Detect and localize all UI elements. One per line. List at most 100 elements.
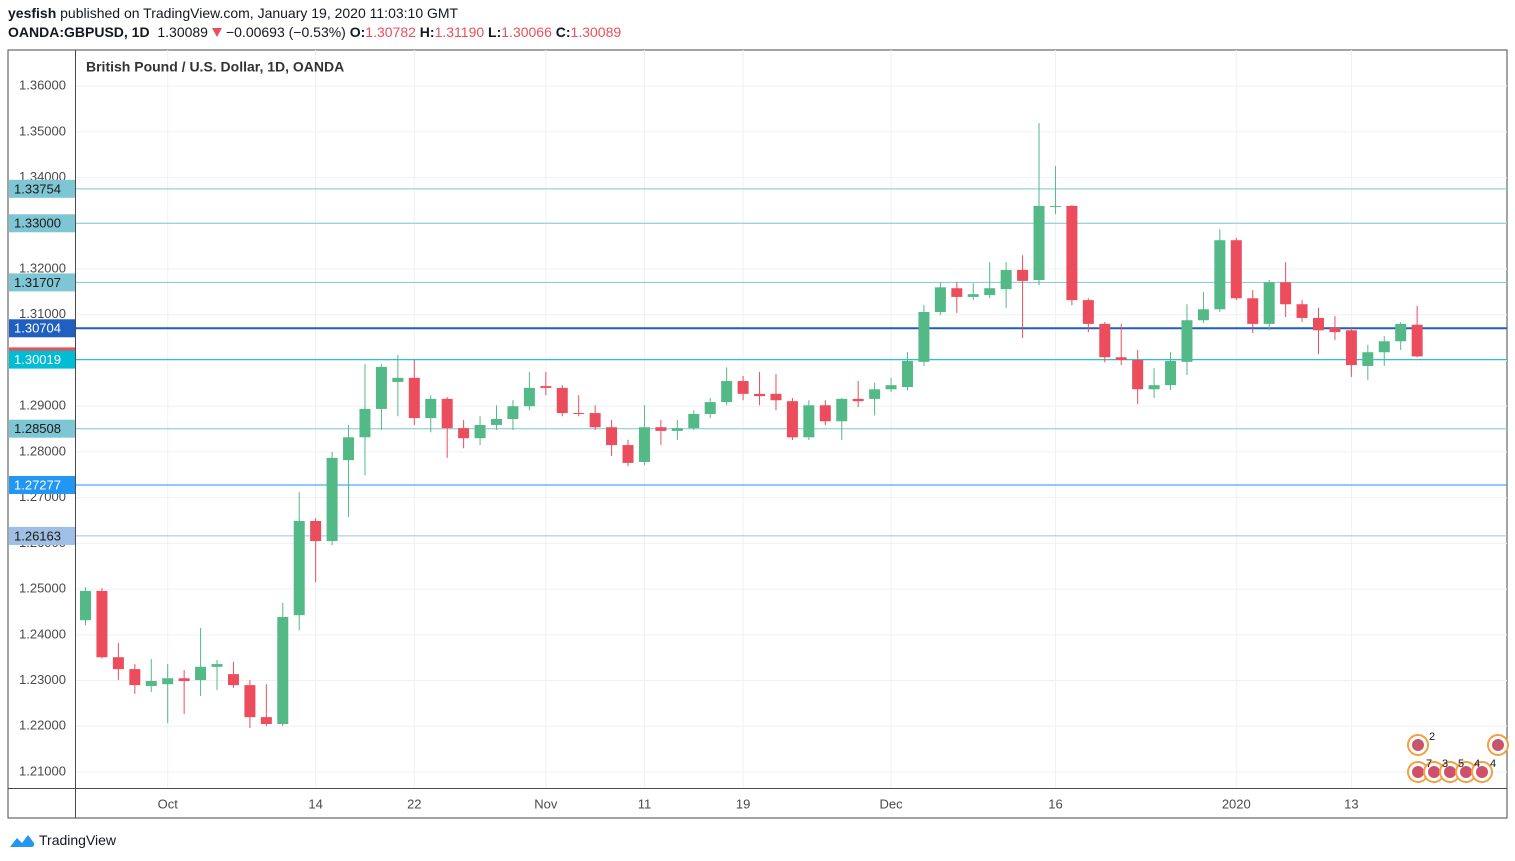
level-label: 1.26163	[14, 528, 61, 543]
event-count: 3	[1442, 758, 1448, 770]
candle-body	[441, 398, 453, 429]
x-tick-label: Nov	[534, 796, 558, 811]
y-tick-label: 1.25000	[19, 581, 66, 596]
published: published on TradingView.com, January 19…	[60, 5, 459, 21]
y-tick-label: 1.24000	[19, 626, 66, 641]
candle-body	[737, 381, 749, 394]
ohlc-value: 1.31190	[434, 24, 485, 40]
ohlc-key: O:	[349, 24, 366, 40]
candle-body	[836, 398, 848, 422]
chart-title: British Pound / U.S. Dollar, 1D, OANDA	[86, 59, 344, 75]
y-tick-label: 1.28000	[19, 443, 66, 458]
candle-body	[1132, 360, 1144, 390]
candle-body	[556, 387, 568, 414]
x-tick-label: 16	[1048, 796, 1062, 811]
candle-body	[408, 377, 420, 419]
level-label-box	[9, 319, 75, 338]
x-tick-label: Dec	[879, 796, 903, 811]
events: 27 3 5 4 4	[1407, 731, 1509, 783]
candle-body	[1230, 240, 1242, 299]
candle-body	[1313, 317, 1324, 331]
candle-body	[786, 401, 798, 438]
candle-body	[145, 681, 157, 687]
candle-body	[1148, 385, 1160, 390]
candle-body	[573, 413, 585, 415]
labels: 1.360001.350001.340001.330001.320001.310…	[9, 78, 1359, 811]
y-tick-label: 1.36000	[19, 78, 66, 93]
x-tick-label: 13	[1344, 796, 1358, 811]
candle-body	[1049, 205, 1061, 207]
x-tick-label: 19	[736, 796, 750, 811]
candle-body	[1099, 323, 1111, 358]
candle-body	[178, 678, 190, 682]
level-label: 1.31707	[14, 275, 61, 290]
event-flag	[1412, 766, 1424, 778]
candle-body	[326, 457, 338, 542]
event-count: 4	[1474, 758, 1480, 770]
candle-body	[622, 445, 634, 463]
candle-body	[260, 717, 272, 724]
ohlc-key: L:	[488, 24, 502, 40]
candle-body	[754, 393, 766, 397]
candle-body	[885, 385, 897, 390]
x-tick-label: 22	[407, 796, 421, 811]
candle-body	[112, 657, 124, 670]
symbol-line: OANDA:GBPUSD, 1D 1.30089 −0.00693 (−0.53…	[8, 24, 621, 40]
logo	[10, 835, 35, 847]
candle-body	[1000, 269, 1012, 290]
candle-body	[162, 678, 174, 685]
candle-body	[425, 398, 437, 419]
y-tick-label: 1.29000	[19, 398, 66, 413]
candle-body	[244, 685, 256, 718]
candle-body	[902, 360, 913, 387]
candle-body	[1214, 240, 1226, 310]
candle-body	[1280, 282, 1292, 305]
candle-body	[918, 312, 930, 362]
y-tick-label: 1.21000	[19, 763, 66, 778]
level-label-box	[9, 214, 75, 233]
candle-body	[951, 288, 963, 297]
x-tick-label: 11	[638, 796, 652, 811]
candle-body	[523, 387, 535, 407]
candle-body	[96, 590, 108, 658]
candle-body	[1296, 304, 1308, 318]
candle-body	[721, 381, 733, 403]
ohlc-value: 1.30089	[570, 24, 622, 40]
candle-body	[1395, 323, 1407, 342]
candle-body	[1082, 300, 1094, 324]
candle-body	[1066, 205, 1078, 301]
candle-body	[195, 666, 207, 681]
event-count: 5	[1458, 758, 1464, 770]
candle-body	[392, 377, 404, 382]
ohlc-value: 1.30066	[501, 24, 552, 40]
candle-body	[819, 405, 831, 422]
event-flag	[1444, 766, 1456, 778]
level-label: 1.30019	[14, 352, 61, 367]
candle-body	[1329, 328, 1341, 333]
last-price: 1.30089	[157, 24, 208, 40]
candle-body	[1017, 269, 1029, 281]
event-count: 2	[1429, 731, 1435, 743]
level-label: 1.30704	[14, 321, 61, 336]
candle-body	[1362, 352, 1374, 366]
candle-body	[688, 413, 700, 429]
level-label-box	[9, 526, 75, 545]
candle-body	[540, 386, 552, 388]
candle-body	[655, 427, 667, 431]
candle-body	[211, 664, 223, 667]
author: yesfish	[8, 5, 57, 21]
level-label: 1.33000	[14, 216, 61, 231]
level-label-box	[9, 350, 75, 369]
candle-body	[343, 437, 355, 461]
candle-body	[359, 408, 371, 438]
candle-body	[227, 674, 239, 686]
candle-body	[589, 413, 601, 428]
candle-body	[1378, 341, 1390, 353]
candle-body	[638, 427, 650, 462]
x-tick-label: Oct	[158, 796, 179, 811]
candle-body	[310, 520, 322, 542]
candle-body	[458, 428, 470, 439]
y-tick-label: 1.35000	[19, 123, 66, 138]
x-tick-label: 14	[308, 796, 322, 811]
